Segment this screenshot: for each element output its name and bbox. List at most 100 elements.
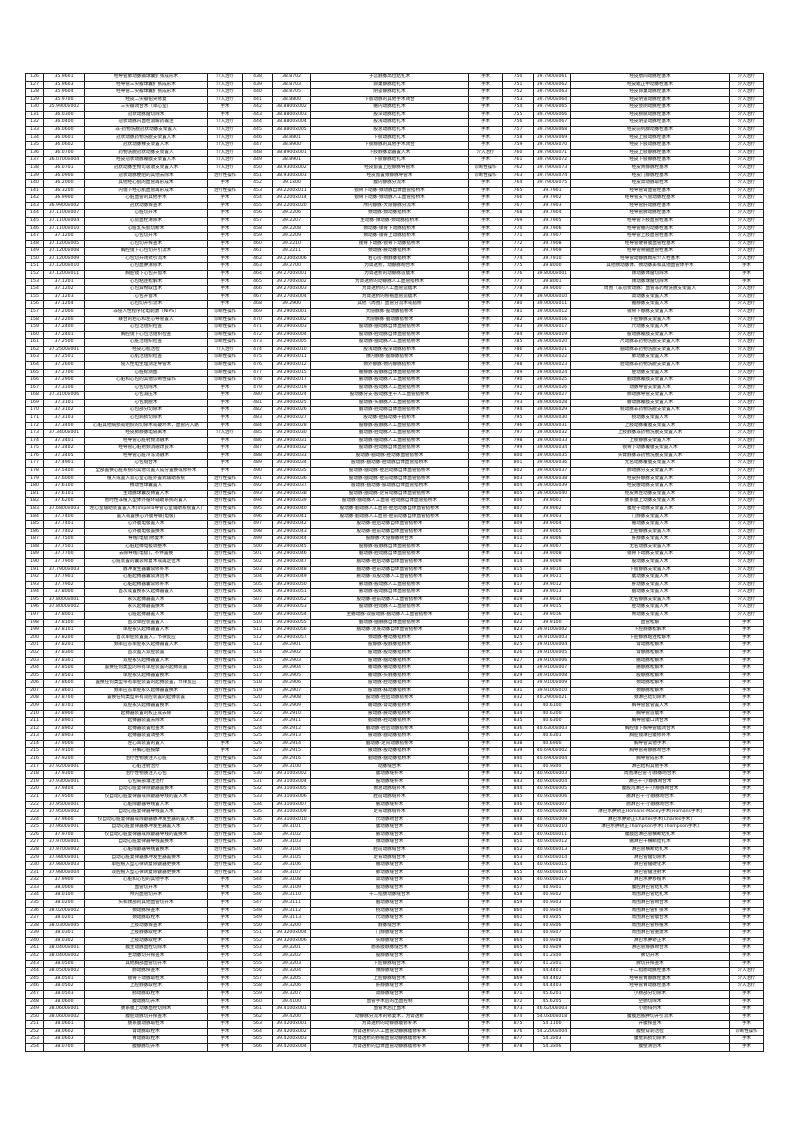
- procedure-code-cell: 39.2910: [273, 710, 311, 719]
- procedure-code-cell: 39.2911: [273, 718, 311, 726]
- procedure-code-cell: 37.9800x003: [44, 862, 85, 870]
- procedure-code-cell: 38.8800x005: [273, 127, 311, 135]
- procedure-type-cell: 介入治疗: [730, 187, 764, 196]
- row-number-cell: 474: [243, 346, 273, 355]
- procedure-code-cell: 39.7901: [534, 187, 571, 196]
- table-row: 237 38.0201 颈动脉取栓术 手术 549 39.3113 尺动脉缝合术 手术 861 4…: [26, 915, 764, 923]
- row-number-cell: 561: [243, 1006, 273, 1014]
- table-row: 252 38.0602 肾动脉取栓术 手术 564 39.4200x002 为肾透析的人工血…: [26, 1028, 764, 1037]
- procedure-type-cell: 介入治疗: [730, 354, 764, 362]
- procedure-code-cell: 44.4401: [534, 968, 571, 976]
- row-number-cell: 237: [26, 915, 44, 923]
- procedure-type-cell: 手术: [469, 407, 503, 416]
- row-number-cell: 236: [26, 907, 44, 916]
- procedure-code-cell: 39.2900x031: [273, 437, 311, 446]
- procedure-type-cell: 手术: [469, 831, 503, 840]
- procedure-code-cell: 36.0900: [44, 172, 85, 181]
- procedure-code-cell: 39.7900x063: [534, 89, 571, 97]
- procedure-code-cell: 37.3103: [44, 415, 85, 423]
- procedure-type-cell: 手术: [730, 1013, 764, 1022]
- procedure-code-cell: 39.2900x015: [273, 369, 311, 378]
- procedure-name-cell: 周围淋巴管结扎术: [571, 892, 730, 901]
- procedure-type-cell: 手术: [469, 718, 503, 726]
- row-number-cell: 212: [26, 725, 44, 734]
- procedure-type-cell: 治疗性操作: [208, 521, 243, 529]
- procedure-type-cell: 手术: [730, 642, 764, 650]
- procedure-code-cell: 39.9000x037: [534, 468, 571, 476]
- row-number-cell: 502: [243, 559, 273, 567]
- procedure-name-cell: 为肾透析的动静脉人工血管搭桥术: [311, 278, 469, 287]
- procedure-type-cell: 诊断性操作: [208, 377, 243, 385]
- table-row: 244 38.0500x002 肺动脉探查术 手术 556 39.3204 颈静脉缝合术 手术…: [26, 968, 764, 976]
- row-number-cell: 155: [26, 293, 44, 302]
- procedure-type-cell: 手术: [208, 460, 243, 469]
- procedure-type-cell: 手术: [730, 801, 764, 810]
- row-number-cell: 513: [243, 642, 273, 650]
- procedure-code-cell: 39.2900x003: [273, 324, 311, 332]
- procedure-type-cell: 介入治疗: [730, 392, 764, 400]
- procedure-type-cell: 手术: [469, 695, 503, 703]
- procedure-type-cell: 介入治疗: [730, 498, 764, 506]
- procedure-type-cell: 介入治疗: [730, 286, 764, 294]
- table-row: 177 37.4901 心包缝合术 手术 489 39.2900x034 股动脉-腘动脉-胫…: [26, 460, 764, 469]
- procedure-name-cell: 上腔静脉支架置入术: [571, 528, 730, 537]
- procedure-name-cell: 起搏器装置调整术: [85, 733, 208, 741]
- procedure-name-cell: 肾动脉缝合术: [311, 877, 469, 885]
- procedure-type-cell: 手术: [469, 1013, 503, 1022]
- procedure-name-cell: 股动脉覆膜支架置入术: [571, 331, 730, 340]
- procedure-type-cell: 介入治疗: [469, 149, 503, 158]
- procedure-name-cell: 动静脉分流术的修复术，为肾透析: [311, 1013, 469, 1022]
- row-number-cell: 450: [243, 164, 273, 173]
- procedure-code-cell: 39.9100x009: [534, 680, 571, 688]
- table-row: 234 38.0100 颅内血管切开术 手术 546 39.3110 十二指肠动脉缝合术 手术…: [26, 892, 764, 901]
- procedure-type-cell: 介入治疗: [730, 104, 764, 112]
- procedure-code-cell: 40.9x00x011: [534, 831, 571, 840]
- table-row: 132 36.0400 冠状动脉内血栓溶解药输注 介入治疗 444 38.8800x004…: [26, 119, 764, 128]
- table-row: 240 38.0302 上肢动脉取栓术 手术 552 39.3200x006 头静脉缝合术手…: [26, 937, 764, 946]
- row-number-cell: 167: [26, 384, 44, 393]
- procedure-name-cell: 主髂动脉-双股动脉-腘动脉人工血管搭桥术: [311, 612, 469, 620]
- row-number-cell: 130: [26, 104, 44, 112]
- row-number-cell: 526: [243, 740, 273, 749]
- procedure-name-cell: 心外膜电极置换术: [85, 528, 208, 537]
- procedure-code-cell: 36.9900x002: [44, 202, 85, 211]
- procedure-type-cell: 手术: [730, 915, 764, 923]
- procedure-name-cell: 胸腔镜下心包开窗术: [85, 271, 208, 279]
- row-number-cell: 554: [243, 953, 273, 961]
- row-number-cell: 769: [503, 217, 534, 226]
- procedure-name-cell: 髂动脉缝合术: [311, 862, 469, 870]
- row-number-cell: 827: [503, 657, 534, 666]
- procedure-type-cell: 介入治疗: [730, 528, 764, 537]
- procedure-code-cell: 39.2700x002: [273, 278, 311, 287]
- procedure-code-cell: 38.0601: [44, 1021, 85, 1029]
- row-number-cell: 817: [503, 581, 534, 590]
- row-number-cell: 240: [26, 937, 44, 946]
- table-row: 207 37.8601 频率应答单腔永久起搏器置换术 治疗性操作 519 39.2907 股…: [26, 687, 764, 696]
- row-number-cell: 143: [26, 202, 44, 211]
- procedure-type-cell: 手术: [469, 596, 503, 605]
- table-row: 141 36.3200 内镜下经心肌血管再形成术 治疗性操作 453 39.2200x01…: [26, 187, 764, 196]
- row-number-cell: 751: [503, 81, 534, 90]
- procedure-type-cell: 手术: [469, 1044, 503, 1052]
- procedure-name-cell: 颈动脉取栓术: [85, 915, 208, 923]
- procedure-type-cell: 介入治疗: [730, 248, 764, 256]
- procedure-type-cell: 手术: [469, 217, 503, 226]
- procedure-name-cell: 心脏起搏电极调整术: [85, 543, 208, 552]
- procedure-name-cell: 头臂静脉非药物洗脱支架置入术: [571, 452, 730, 461]
- procedure-name-cell: 腘动脉-胫动脉自体血管搭桥术: [311, 407, 469, 416]
- row-number-cell: 232: [26, 877, 44, 885]
- procedure-code-cell: 37.9800x001: [44, 854, 85, 863]
- row-number-cell: 135: [26, 142, 44, 150]
- procedure-type-cell: 手术: [208, 907, 243, 916]
- table-row: 168 37.3100x006 心包减压术 手术 480 39.2900x024 股动脉分支…: [26, 392, 764, 400]
- table-row: 156 37.1204 心包切开引流术 手术 468 39.2900 其他（周围）血管分流术…: [26, 301, 764, 309]
- row-number-cell: 542: [243, 862, 273, 870]
- row-number-cell: 152: [26, 271, 44, 279]
- procedure-code-cell: 37.8101: [44, 627, 85, 635]
- row-number-cell: 790: [503, 377, 534, 385]
- procedure-name-cell: 股浅动脉结扎术: [311, 119, 469, 128]
- procedure-name-cell: 心包病损切除术: [85, 415, 208, 423]
- procedure-type-cell: 手术: [208, 953, 243, 961]
- procedure-code-cell: 39.7900x070: [534, 142, 571, 150]
- procedure-code-cell: 39.9000x021: [534, 346, 571, 355]
